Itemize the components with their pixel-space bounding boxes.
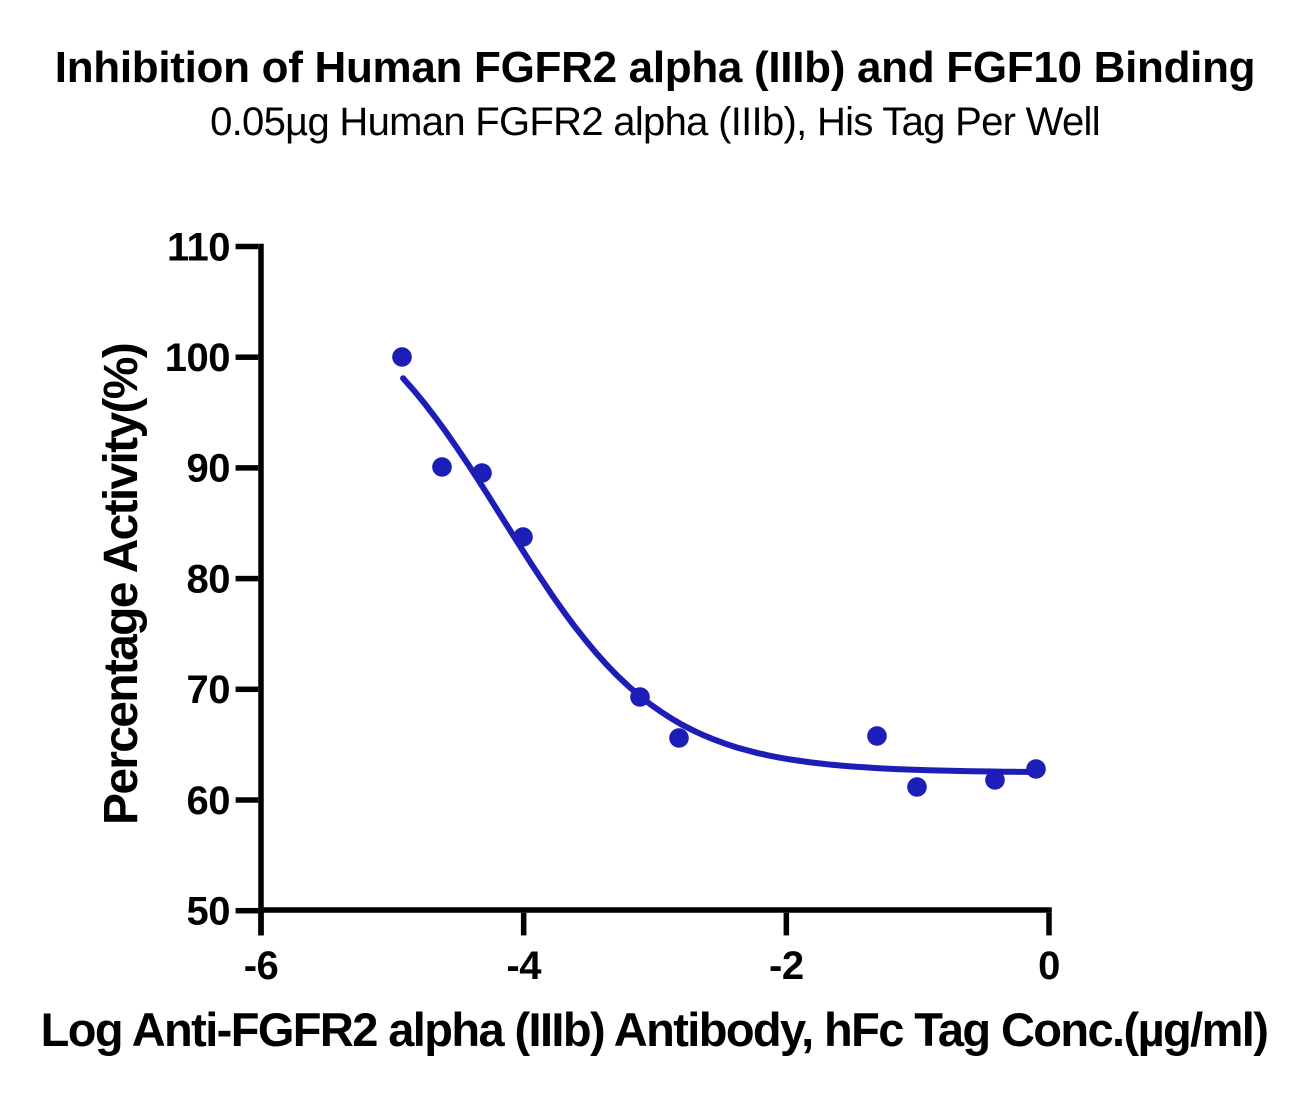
svg-text:80: 80 [187, 557, 231, 601]
svg-text:90: 90 [187, 447, 231, 491]
svg-text:Log Anti-FGFR2 alpha (IIIb) An: Log Anti-FGFR2 alpha (IIIb) Antibody, hF… [41, 1003, 1268, 1056]
svg-text:0: 0 [1038, 944, 1060, 988]
svg-text:100: 100 [165, 336, 230, 380]
svg-text:70: 70 [187, 668, 231, 712]
svg-text:-2: -2 [769, 944, 804, 988]
svg-text:Inhibition of Human FGFR2 alph: Inhibition of Human FGFR2 alpha (IIIb) a… [55, 43, 1255, 92]
svg-text:Percentage Activity(%): Percentage Activity(%) [95, 344, 148, 825]
svg-text:60: 60 [187, 779, 231, 823]
svg-text:50: 50 [187, 890, 231, 934]
svg-text:0.05µg Human FGFR2 alpha (IIIb: 0.05µg Human FGFR2 alpha (IIIb), His Tag… [210, 100, 1100, 144]
svg-text:-6: -6 [244, 944, 279, 988]
svg-text:-4: -4 [506, 944, 542, 988]
svg-text:110: 110 [167, 225, 230, 269]
